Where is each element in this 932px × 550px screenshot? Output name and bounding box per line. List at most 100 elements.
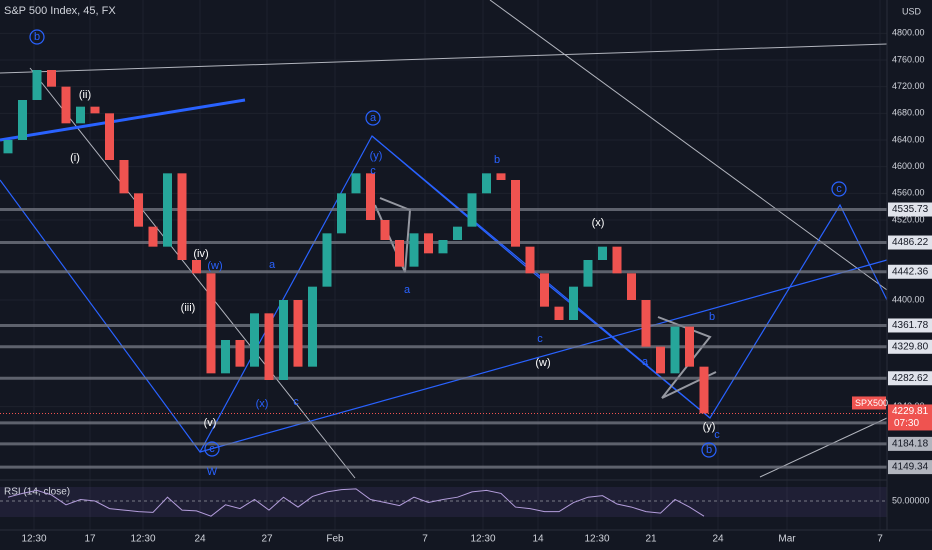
candle-body [627, 273, 636, 300]
candle-body [76, 106, 85, 124]
candle-body [409, 233, 419, 267]
level-tag [888, 318, 932, 333]
price-label: 4229.81 [892, 406, 929, 417]
candle-body [279, 300, 288, 380]
y-tick-label: 4600.00 [892, 161, 925, 171]
level-label: 4361.78 [892, 320, 929, 331]
chart-title: S&P 500 Index, 45, FX [4, 5, 116, 17]
wave-label: (w) [207, 260, 222, 272]
wave-label: c [370, 165, 376, 177]
wave-label: (y) [703, 421, 716, 433]
level-label: 4282.62 [892, 373, 929, 384]
wave-label: (x) [592, 217, 605, 229]
y-tick-label: 4680.00 [892, 108, 925, 118]
name-tag [852, 396, 886, 410]
wave-label: c [209, 443, 215, 455]
y-tick-label: 4760.00 [892, 54, 925, 64]
candle-body [569, 286, 578, 320]
candle-body [119, 160, 129, 194]
candle-body [453, 226, 462, 240]
grid [0, 0, 887, 530]
candle-body [105, 113, 114, 160]
candle-body [641, 300, 651, 347]
level-tag [888, 235, 932, 250]
candle-body [670, 326, 680, 374]
y-tick-label: 4720.00 [892, 81, 925, 91]
wave-label: c [836, 183, 842, 195]
candle-body [656, 346, 665, 374]
rsi-line [7, 488, 705, 517]
level-label: 4486.22 [892, 237, 929, 248]
candle-body [366, 173, 375, 220]
wave-circle [204, 441, 220, 457]
candle-body [612, 246, 622, 274]
candle-body [308, 286, 317, 367]
level-tag [888, 202, 932, 217]
wave-label: c [537, 333, 543, 345]
candle-body [482, 173, 491, 194]
candle-body [134, 193, 143, 227]
wave-label: (iii) [181, 302, 196, 314]
candle-body [351, 173, 361, 194]
level-label: 4329.80 [892, 341, 929, 352]
wave-label: a [269, 259, 276, 271]
candle-body [250, 313, 259, 367]
candle-body [3, 140, 13, 154]
wave-label: (w) [535, 357, 550, 369]
x-tick-label: 12:30 [21, 534, 46, 545]
level-tag [888, 339, 932, 354]
annotations: b(ii)(i)(iv)(w)(iii)a(v)(x) ccWa(y)cabc(w… [29, 29, 847, 478]
candle-body [380, 220, 390, 240]
wave-label: (iv) [193, 248, 208, 260]
y-tick-label: 4400.00 [892, 294, 925, 304]
x-tick-label: 21 [645, 534, 657, 545]
candle-body [554, 306, 564, 320]
y-tick-label: 4800.00 [892, 28, 925, 38]
candle-body [699, 366, 709, 414]
x-tick-label: 12:30 [584, 534, 609, 545]
wave-label: a [404, 284, 411, 296]
candle-body [496, 173, 506, 180]
candles [3, 70, 709, 414]
candle-body [264, 313, 274, 380]
y-tick-label: 4640.00 [892, 134, 925, 144]
candle-body [18, 100, 27, 140]
candle-body [438, 240, 448, 254]
x-tick-label: 17 [84, 534, 96, 545]
wave-label: c [714, 429, 720, 441]
wave-label: b [34, 31, 40, 43]
candle-body [424, 233, 433, 254]
candle-body [163, 173, 172, 247]
wave-label: b [494, 154, 500, 166]
candle-body [221, 340, 230, 374]
candle-body [395, 240, 404, 267]
wave-label: (y) [370, 150, 383, 162]
wave-label: (x) [256, 398, 269, 410]
candle-body [235, 340, 245, 367]
levels [0, 208, 887, 469]
x-tick-label: 12:30 [130, 534, 155, 545]
candle-body [322, 233, 332, 287]
rsi-tick-label: 50.00000 [892, 495, 930, 505]
level-tag [888, 436, 932, 451]
currency: USD [902, 6, 922, 16]
wave-label: b [709, 311, 715, 323]
candle-body [525, 246, 535, 274]
candle-body [467, 193, 477, 227]
candle-body [177, 173, 187, 260]
wave-label: a [370, 112, 377, 124]
x-tick-label: Feb [326, 534, 344, 545]
candle-body [685, 326, 694, 367]
x-tick-label: 24 [194, 534, 206, 545]
level-label: 4535.73 [892, 204, 929, 215]
candle-body [511, 180, 520, 247]
level-tag [888, 264, 932, 279]
candle-body [206, 273, 216, 374]
wave-label: W [207, 466, 218, 478]
wave-label: b [706, 444, 712, 456]
candle-body [293, 300, 303, 367]
level-label: 4184.18 [892, 439, 929, 450]
axis-labels: 4800.00 4760.00 4720.00 4680.00 4640.00 4600.… [21, 28, 932, 545]
